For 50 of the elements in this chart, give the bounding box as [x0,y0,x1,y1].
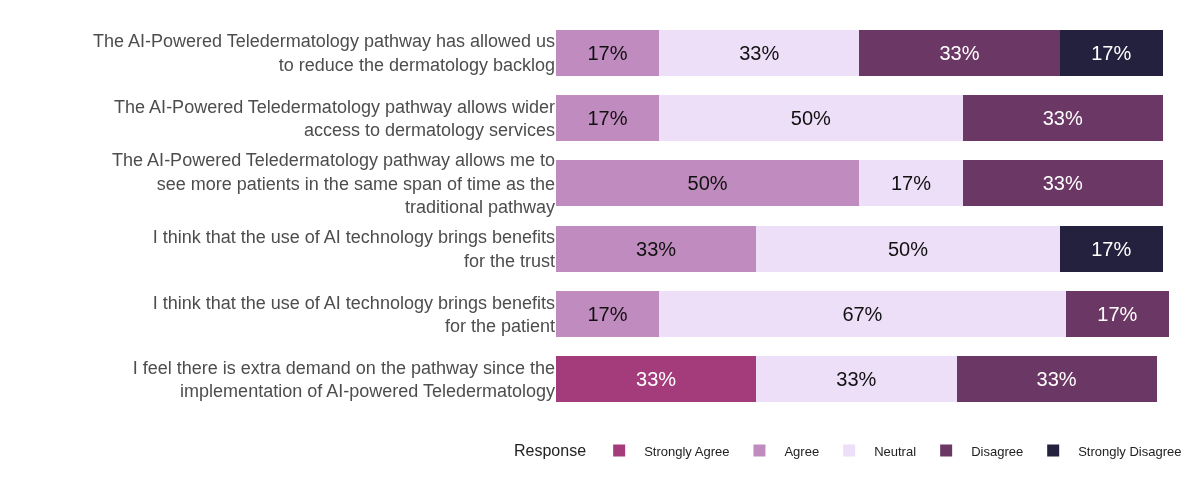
bar [659,95,963,141]
data-label: 50% [887,237,929,260]
data-label: 33% [636,237,677,260]
data-label: 17% [1097,303,1138,325]
data-label: 50% [687,172,728,195]
data-label: 33% [1036,368,1077,391]
data-label: 33% [1042,107,1083,129]
legend-label: Neutral [874,443,917,459]
legend-title: Response [514,442,587,460]
bar [659,29,860,76]
data-label: 33% [739,41,780,64]
data-label: 17% [587,303,628,325]
bar [962,160,1163,207]
data-label: 17% [1091,41,1132,64]
y-tick-label: The AI-Powered Teledermatology pathway allows wider access to dermatology services [114,96,555,140]
bar [962,95,1163,141]
legend-label: Agree [784,443,820,459]
y-tick-label: The AI-Powered Teledermatology pathway has allowed us to reduce the dermatology backlog [93,31,555,75]
bar [556,160,860,207]
data-label: 17% [890,172,932,195]
y-tick-label: I think that the use of AI technology brings benefits for the patient [152,292,555,336]
bar [556,356,757,403]
bar [1059,29,1163,76]
data-label: 17% [587,41,628,64]
bar [956,356,1157,403]
bar [556,95,660,141]
bar [659,291,1066,337]
data-label: 17% [587,107,628,129]
legend-label: Strongly Disagree [1078,443,1182,459]
bar [756,225,1060,272]
bar [556,225,757,272]
bar [556,29,660,76]
legend-label: Strongly Agree [644,443,730,459]
bar [859,29,1060,76]
data-label: 33% [939,41,980,64]
data-label: 67% [842,303,883,325]
bar [1065,291,1169,337]
y-tick-label: I feel there is extra demand on the pathway since the implementation of AI-powered Teledermatology [132,357,555,402]
data-label: 33% [636,368,677,391]
data-label: 33% [1042,172,1083,195]
legend-label: Disagree [971,443,1024,459]
y-tick-label: I think that the use of AI technology brings benefits for the trust [152,227,555,271]
bar [859,160,963,207]
y-tick-label: The AI-Powered Teledermatology pathway allows me to see more patients in the same span of time as the traditional pathway [112,150,555,218]
bar [1059,225,1163,272]
data-label: 50% [790,107,832,129]
data-label: 17% [1091,237,1132,260]
data-label: 33% [836,368,877,391]
bar [756,356,957,403]
bar [556,291,660,337]
